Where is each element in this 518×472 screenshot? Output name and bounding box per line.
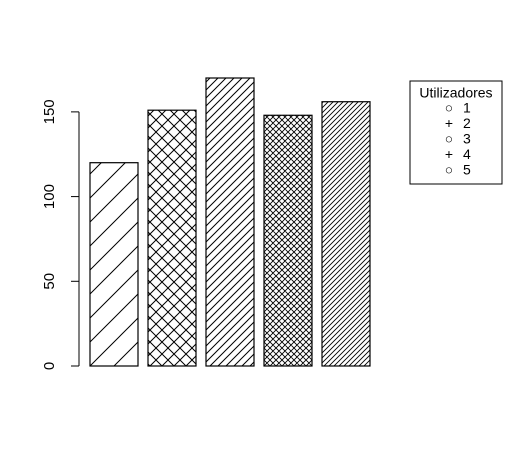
bar-2 (147, 109, 197, 367)
bar-3 (205, 77, 255, 367)
legend: Utilizadores ○ 1 + 2 ○ 3 + 4 ○ 5 (409, 80, 503, 185)
legend-label-1: 1 (463, 100, 471, 116)
bar-1 (89, 162, 139, 367)
legend-symbol-4: + (445, 146, 453, 162)
y-tick-label-0: 0 (41, 362, 58, 370)
y-tick-label-50: 50 (41, 273, 58, 290)
legend-label-5: 5 (463, 162, 471, 178)
bars-group (89, 77, 371, 367)
y-tick-label-150: 150 (41, 99, 58, 124)
legend-label-4: 4 (463, 146, 471, 162)
legend-label-2: 2 (463, 115, 471, 131)
legend-symbol-5: ○ (445, 162, 453, 178)
legend-title: Utilizadores (419, 85, 492, 101)
legend-symbol-3: ○ (445, 131, 453, 147)
y-axis: 0 50 100 150 (41, 99, 80, 370)
legend-label-3: 3 (463, 131, 471, 147)
bar-5 (321, 101, 371, 367)
bar-4 (263, 114, 313, 367)
y-tick-label-100: 100 (41, 184, 58, 209)
legend-symbol-1: ○ (445, 100, 453, 116)
legend-symbol-2: + (445, 115, 453, 131)
legend-box (409, 80, 503, 185)
